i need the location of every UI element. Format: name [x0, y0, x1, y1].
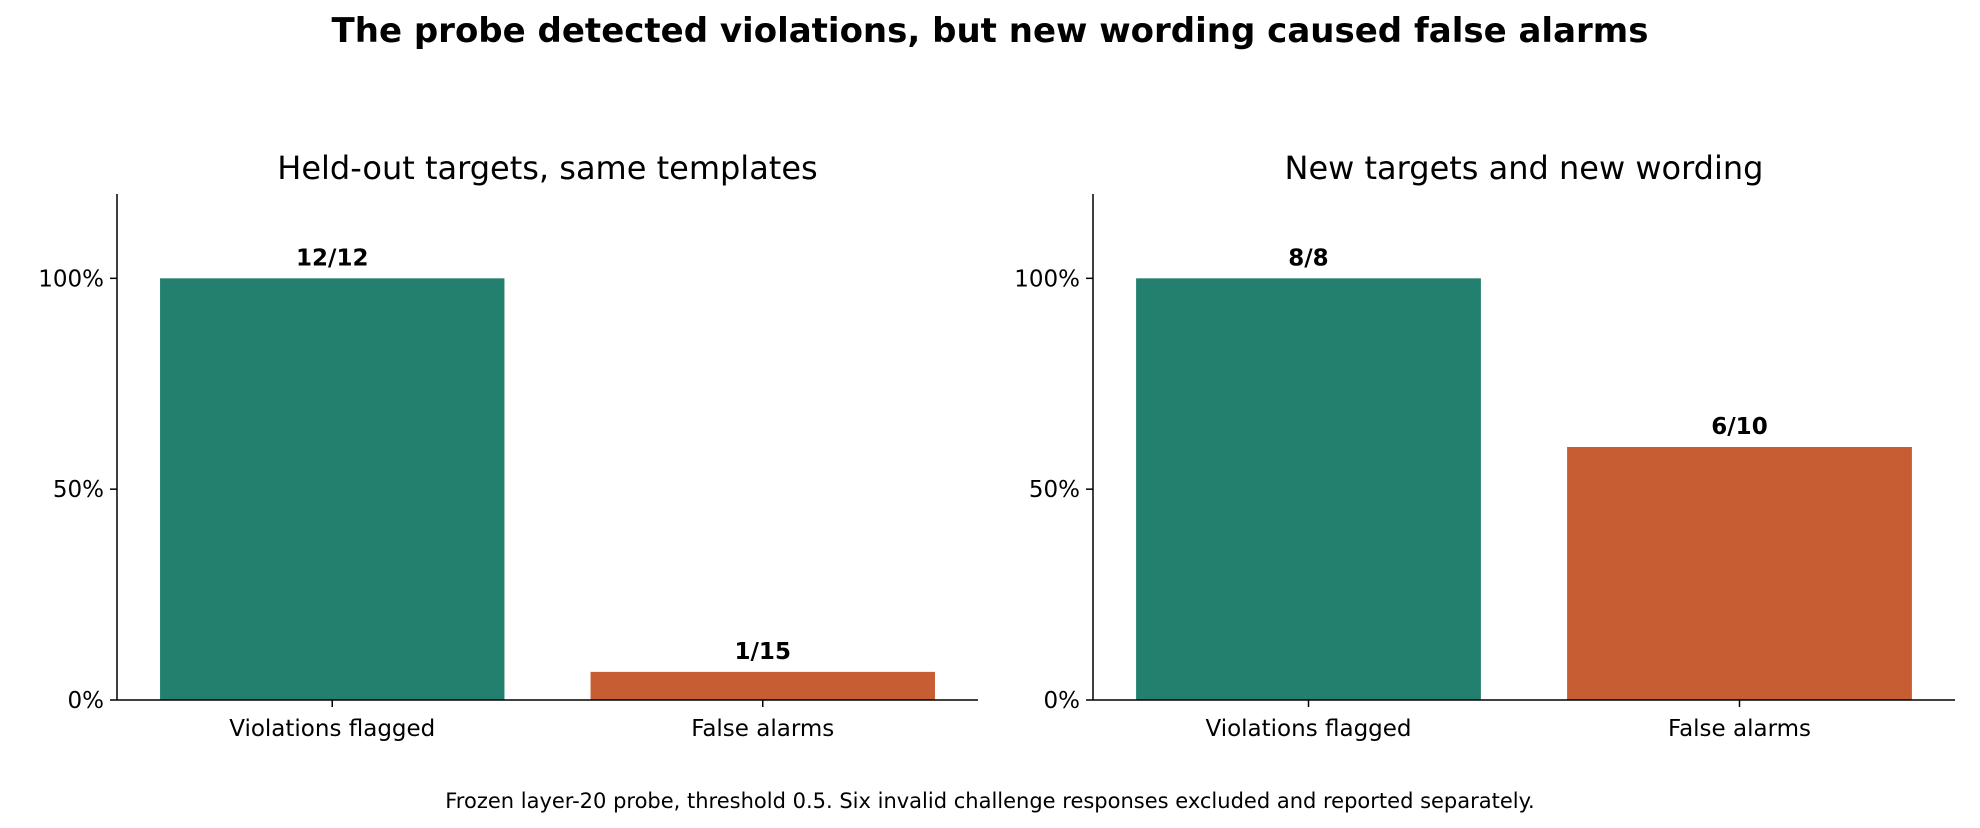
x-tick-label: False alarms — [1668, 716, 1811, 742]
panel-title: New targets and new wording — [1285, 149, 1764, 187]
y-tick-label: 100% — [38, 266, 104, 292]
y-tick-label: 0% — [1044, 688, 1081, 714]
bar — [1567, 447, 1912, 700]
left-panel: Held-out targets, same templates 12/12 Vio… — [38, 149, 978, 742]
bar — [590, 671, 935, 700]
right-panel: New targets and new wording 8/8 Violations… — [1014, 149, 1955, 742]
x-tick-label: Violations flagged — [1205, 716, 1411, 742]
y-tick-label: 50% — [1029, 477, 1080, 503]
bar-value-label: 12/12 — [296, 245, 368, 271]
figure-title: The probe detected violations, but new w… — [332, 11, 1649, 51]
bar — [160, 278, 505, 700]
y-tick-label: 0% — [68, 688, 105, 714]
x-tick-label: False alarms — [691, 716, 834, 742]
y-tick-label: 50% — [53, 477, 104, 503]
bar — [1136, 278, 1481, 700]
y-tick-label: 100% — [1014, 266, 1080, 292]
figure-footnote: Frozen layer-20 probe, threshold 0.5. Si… — [445, 789, 1534, 813]
bar-value-label: 1/15 — [735, 639, 791, 665]
bar-value-label: 8/8 — [1288, 245, 1328, 271]
panel-title: Held-out targets, same templates — [277, 149, 817, 187]
x-tick-label: Violations flagged — [229, 716, 435, 742]
bar-value-label: 6/10 — [1711, 414, 1767, 440]
